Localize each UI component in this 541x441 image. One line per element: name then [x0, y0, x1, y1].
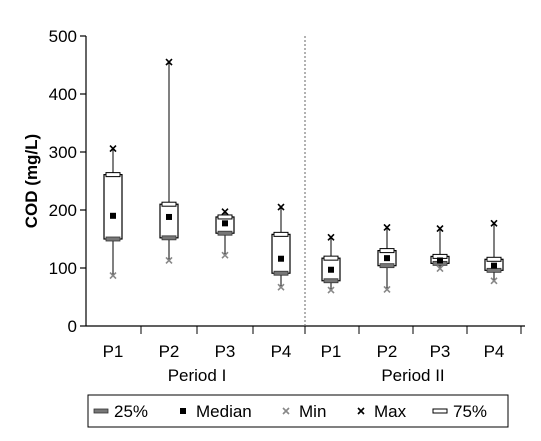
x-tick-label: P3	[430, 342, 451, 361]
median-marker	[384, 255, 390, 262]
box-4	[271, 203, 291, 291]
min-marker	[327, 286, 335, 294]
legend-item-max: Max	[357, 402, 407, 421]
group-label: Period I	[168, 366, 227, 385]
x-tick-label: P4	[484, 342, 505, 361]
legend-symbol	[180, 408, 186, 414]
q25-marker	[273, 270, 289, 276]
iqr-box	[159, 203, 179, 239]
x-tick-label: P4	[271, 342, 292, 361]
legend-item-median: Median	[180, 402, 252, 421]
max-marker	[109, 144, 117, 153]
legend-label: 75%	[453, 402, 487, 421]
q75-marker	[323, 255, 339, 261]
q75-marker	[161, 201, 177, 207]
y-tick-label: 400	[49, 85, 77, 104]
legend-label: 25%	[114, 402, 148, 421]
legend-symbol	[432, 408, 448, 414]
y-tick-label: 100	[49, 259, 77, 278]
box-3	[215, 208, 235, 259]
median-marker	[110, 212, 116, 219]
median-marker	[166, 213, 172, 220]
axes: 0 100 200 300 400 500 P1 P2 P3 P4 P1 P2 P3 P4 Period I…	[22, 27, 525, 385]
y-axis-label: COD (mg/L)	[22, 134, 41, 228]
legend-label: Max	[374, 402, 407, 421]
q25-marker	[486, 267, 502, 273]
legend-symbol	[357, 407, 365, 415]
q75-marker	[105, 172, 121, 178]
legend-item-q75: 75%	[432, 402, 487, 421]
legend-symbol	[282, 407, 290, 415]
y-tick-label: 500	[49, 27, 77, 46]
min-marker	[109, 271, 117, 280]
legend-item-q25: 25%	[93, 402, 148, 421]
box-8	[484, 219, 504, 285]
max-marker	[436, 224, 444, 233]
median-marker	[278, 255, 284, 262]
q25-marker	[217, 230, 233, 236]
median-marker	[491, 262, 497, 269]
min-marker	[436, 265, 444, 273]
x-tick-label: P2	[377, 342, 398, 361]
x-tick-label: P2	[159, 342, 180, 361]
q75-marker	[379, 248, 395, 254]
x-tick-label: P1	[103, 342, 124, 361]
q75-marker	[486, 256, 502, 262]
max-marker	[383, 223, 391, 231]
min-marker	[383, 285, 391, 294]
x-tick-label: P3	[215, 342, 236, 361]
min-marker	[490, 277, 498, 285]
q25-marker	[105, 236, 121, 242]
q75-marker	[273, 231, 289, 237]
q25-marker	[379, 263, 395, 269]
box-6	[377, 223, 397, 294]
x-tick-label: P1	[321, 342, 342, 361]
iqr-box	[103, 174, 123, 240]
q75-marker	[217, 214, 233, 220]
legend-item-min: Min	[282, 402, 326, 421]
y-tick-label: 200	[49, 201, 77, 220]
min-marker	[277, 283, 285, 291]
max-marker	[277, 203, 285, 211]
y-tick-label: 0	[68, 317, 77, 336]
box-2	[159, 58, 179, 265]
chart-marks	[103, 58, 504, 294]
group-label: Period II	[381, 366, 444, 385]
legend-label: Median	[196, 402, 252, 421]
box-7	[430, 224, 450, 273]
max-marker	[165, 58, 173, 66]
y-tick-label: 300	[49, 143, 77, 162]
legend-label: Min	[299, 402, 326, 421]
max-marker	[327, 233, 335, 241]
median-marker	[328, 266, 334, 273]
box-1	[103, 144, 123, 280]
median-marker	[437, 257, 443, 264]
max-marker	[221, 208, 229, 216]
legend-symbol	[93, 408, 109, 414]
q25-marker	[323, 278, 339, 284]
box-5	[321, 233, 341, 294]
max-marker	[490, 219, 498, 227]
legend: 25% Median Min Max 75%	[87, 394, 509, 428]
min-marker	[221, 251, 229, 259]
median-marker	[222, 220, 228, 227]
min-marker	[165, 256, 173, 265]
iqr-box	[271, 233, 291, 274]
q25-marker	[161, 235, 177, 241]
